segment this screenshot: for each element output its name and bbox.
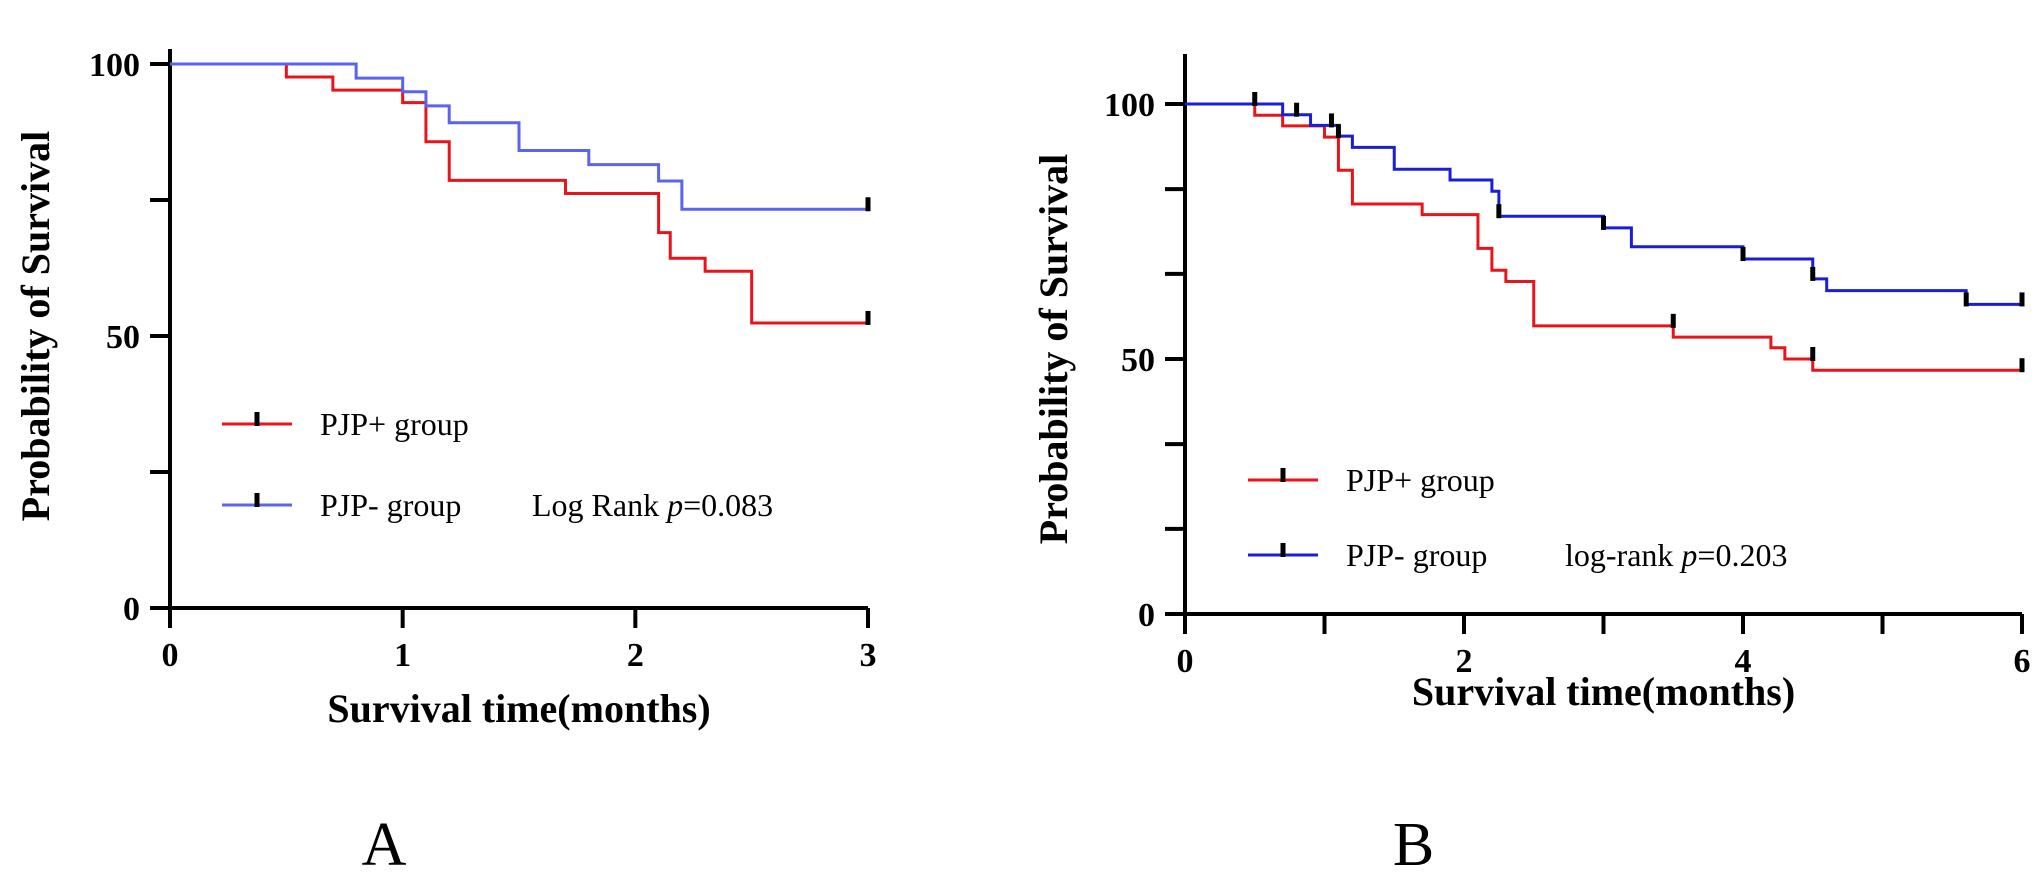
x-tick-label: 2 (1456, 643, 1473, 680)
y-axis-title: Probability of Survival (13, 131, 58, 521)
y-tick-label: 100 (89, 47, 140, 84)
log-rank-annotation: log-rank p=0.203 (1565, 537, 1787, 573)
legend-label: PJP- group (1346, 537, 1487, 573)
axis-lines (1183, 54, 2022, 616)
annotation-p-symbol: p (1679, 537, 1697, 573)
log-rank-annotation: Log Rank p=0.083 (532, 487, 773, 523)
x-tick-label: 4 (1735, 643, 1752, 680)
y-tick-label: 100 (1104, 87, 1155, 124)
y-tick-label: 0 (123, 591, 140, 628)
x-tick-label: 6 (2014, 643, 2031, 680)
panel-a: 0 50 100 0 1 2 3 Survival time(months) Probabili… (13, 47, 876, 879)
survival-curve-pjp-negative (1185, 102, 2022, 306)
survival-curve-pjp-positive (1185, 102, 2022, 372)
x-tick-label: 2 (627, 637, 644, 674)
x-axis-title: Survival time(months) (1412, 669, 1795, 714)
x-tick-label: 1 (394, 637, 411, 674)
y-tick-label: 0 (1138, 597, 1155, 634)
x-tick-label: 0 (1177, 643, 1194, 680)
survival-curve-pjp-positive (170, 62, 868, 325)
legend-label: PJP+ group (320, 406, 469, 442)
y-tick-label: 50 (1121, 342, 1155, 379)
annotation-value: =0.203 (1697, 537, 1787, 573)
y-axis-title: Probability of Survival (1031, 154, 1076, 544)
annotation-value: =0.083 (683, 487, 773, 523)
x-tick-label: 0 (162, 637, 179, 674)
panel-b: 0 50 100 0 2 4 6 Survival time(months) Probabili… (1031, 54, 2031, 879)
x-tick-label: 3 (860, 637, 877, 674)
annotation-prefix: Log Rank (532, 487, 667, 523)
annotation-prefix: log-rank (1565, 537, 1681, 573)
annotation-p-symbol: p (665, 487, 683, 523)
y-tick-label: 50 (106, 319, 140, 356)
legend-label: PJP+ group (1346, 462, 1495, 498)
panel-label: A (362, 811, 407, 879)
panel-label: B (1393, 811, 1434, 879)
x-axis-title: Survival time(months) (327, 686, 710, 731)
legend-label: PJP- group (320, 487, 461, 523)
survival-curve-pjp-negative (170, 62, 868, 211)
